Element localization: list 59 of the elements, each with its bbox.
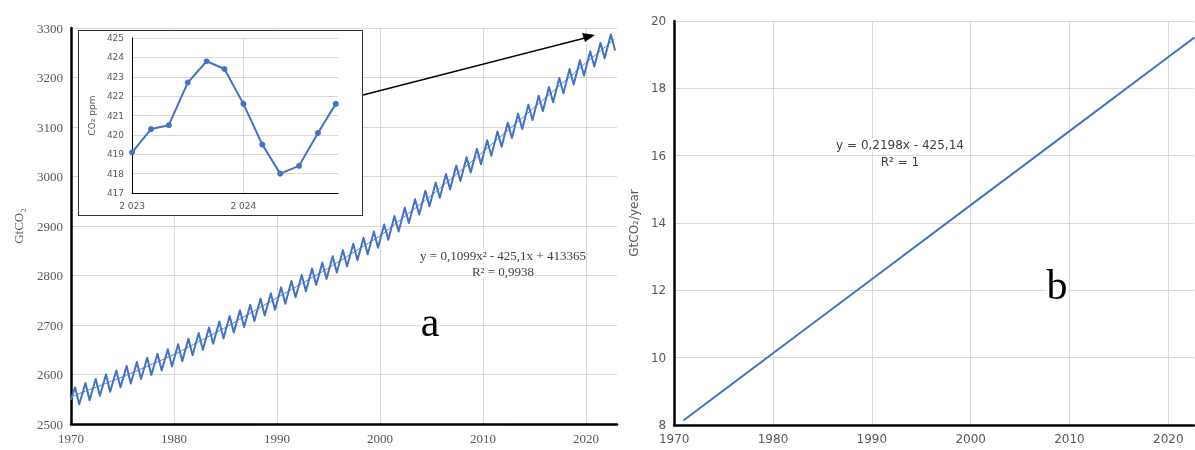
y-tick-label: 14 <box>650 216 667 230</box>
point <box>148 126 154 133</box>
y-tick-label: 3000 <box>37 169 63 184</box>
y-tick-label: 420 <box>106 129 125 140</box>
point <box>221 66 228 72</box>
point <box>240 100 247 107</box>
point <box>296 162 303 169</box>
annotation: a <box>420 299 440 345</box>
y-axis-title: GtCO₂ <box>11 208 26 244</box>
y-tick-label: 418 <box>106 168 125 179</box>
y-tick-label: 422 <box>106 91 125 102</box>
point <box>314 129 321 136</box>
annotation: y = 0,2198x - 425,14 <box>836 138 964 152</box>
annotation: y = 0,1099x² - 425,1x + 413365 <box>420 247 586 263</box>
point <box>203 58 210 65</box>
point <box>129 149 136 156</box>
y-tick-label: 2800 <box>37 268 63 283</box>
y-tick-label: 3100 <box>37 119 63 135</box>
x-tick-label: 1980 <box>757 432 789 446</box>
y-tick-label: 424 <box>106 52 125 63</box>
y-tick-label: 419 <box>106 149 125 160</box>
y-tick-label: 2600 <box>37 367 63 382</box>
annotation: R² = 0,9938 <box>471 263 535 279</box>
y-tick-label: 2500 <box>37 416 63 432</box>
x-tick-label: 1990 <box>856 432 888 446</box>
y-tick-label: 417 <box>106 188 125 198</box>
x-tick-label: 2010 <box>1054 432 1085 446</box>
y-tick-label: 425 <box>106 33 125 43</box>
point <box>165 122 172 129</box>
y-tick-label: 10 <box>650 350 667 365</box>
x-tick-label: 2000 <box>367 431 394 446</box>
x-tick-label: 2020 <box>573 431 600 446</box>
x-tick-label: 1970 <box>58 431 84 446</box>
x-tick-label: 1990 <box>264 431 291 446</box>
x-tick-label: 2020 <box>1153 432 1184 446</box>
x-tick-label: 2 024 <box>230 200 257 211</box>
y-tick-label: 16 <box>650 148 667 163</box>
point <box>277 170 284 177</box>
y-tick-label: 2700 <box>37 317 63 333</box>
y-axis-title: CO₂ ppm <box>86 95 97 136</box>
y-tick-label: 421 <box>106 110 125 121</box>
y-tick-label: 3300 <box>37 20 63 36</box>
y-tick-label: 12 <box>650 283 667 298</box>
y-tick-label: 20 <box>650 14 667 28</box>
y-tick-label: 18 <box>650 81 667 96</box>
annotation: R² = 1 <box>880 155 920 169</box>
x-tick-label: 2000 <box>955 432 986 446</box>
y-axis-title: GtCO₂/year <box>627 189 641 257</box>
y-tick-label: 8 <box>658 418 667 432</box>
point <box>332 100 339 107</box>
x-tick-label: 2 023 <box>119 200 145 211</box>
y-tick-label: 3200 <box>37 70 63 85</box>
annotation: b <box>1046 262 1068 308</box>
y-tick-label: 423 <box>106 71 125 82</box>
x-tick-label: 2010 <box>470 431 497 446</box>
x-tick-label: 1980 <box>161 431 188 446</box>
line-series <box>683 36 1195 421</box>
y-tick-label: 2900 <box>37 218 63 234</box>
x-tick-label: 1970 <box>658 432 690 446</box>
